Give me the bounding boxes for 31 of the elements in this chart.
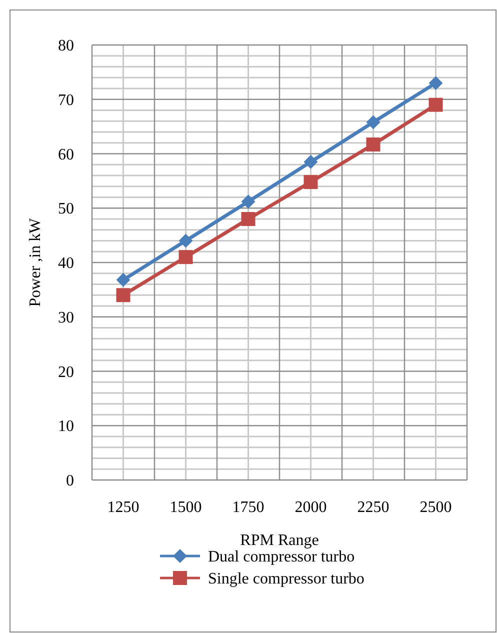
y-tick-label: 40 [58,255,74,272]
point [116,272,130,287]
y-tick-label: 20 [58,364,74,381]
y-axis-title: Power ,in kW [27,217,44,307]
point [304,175,318,190]
point [178,234,193,248]
y-tick-label: 0 [66,472,74,490]
y-tick-label: 60 [58,146,74,164]
y-tick-label: 30 [58,309,74,326]
point [178,250,193,264]
y-tick-label: 80 [58,38,74,55]
legend-label: Single compressor turbo [208,570,364,588]
x-tick-label: 2250 [357,499,390,516]
point [116,288,130,302]
x-tick-label: 1500 [170,499,202,516]
point [366,138,380,152]
x-tick-label: 2000 [294,499,327,516]
y-tick-label: 70 [58,92,74,109]
point [428,98,443,112]
x-axis-title: RPM Range [240,532,319,549]
x-tick-label: 2500 [420,499,452,516]
point [241,194,256,209]
point [428,76,443,90]
x-tick-label: 1250 [107,499,140,516]
x-tick-label: 1750 [232,499,264,516]
point [366,115,380,130]
legend-label: Dual compressor turbo [208,548,355,566]
y-tick-label: 50 [58,200,74,218]
point [241,212,256,226]
y-tick-label: 10 [58,418,74,436]
point [304,154,318,169]
